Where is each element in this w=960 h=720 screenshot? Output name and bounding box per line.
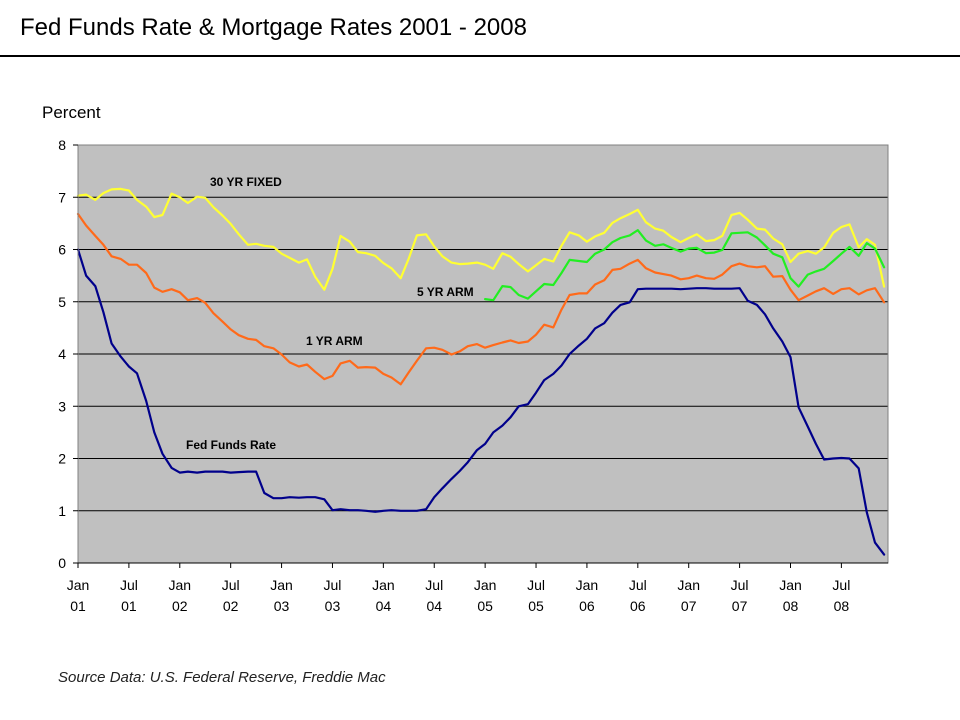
gridlines [78, 196, 888, 512]
label-5yr-arm: 5 YR ARM [417, 285, 474, 299]
y-tick-label: 3 [58, 398, 66, 414]
series-line-5-yr-arm [484, 229, 886, 302]
x-tick-label-year: 07 [732, 598, 748, 614]
y-tick-label: 7 [58, 189, 66, 205]
x-tick-label-month: Jul [527, 577, 545, 593]
y-tick-label: 4 [58, 346, 66, 362]
x-tick-label-month: Jul [324, 577, 342, 593]
title-divider [0, 55, 960, 57]
x-tick-label-year: 03 [325, 598, 341, 614]
y-tick-label: 1 [58, 503, 66, 519]
x-tick-label-year: 08 [834, 598, 850, 614]
x-tick-label-month: Jul [120, 577, 138, 593]
y-tick-label: 6 [58, 242, 66, 258]
chart-title: Fed Funds Rate & Mortgage Rates 2001 - 2… [20, 14, 527, 41]
y-tick-label: 5 [58, 294, 66, 310]
x-tick-label-month: Jul [731, 577, 749, 593]
label-fed-funds-rate: Fed Funds Rate [186, 438, 276, 452]
x-tick-label-month: Jan [474, 577, 497, 593]
x-tick-label-month: Jan [576, 577, 599, 593]
x-tick-label-month: Jul [629, 577, 647, 593]
y-axis-label: Percent [42, 103, 101, 122]
x-tick-label-year: 03 [274, 598, 290, 614]
label-1yr-arm: 1 YR ARM [306, 334, 363, 348]
series-line-1-yr-arm [76, 212, 886, 386]
x-tick-label-year: 05 [528, 598, 544, 614]
source-note: Source Data: U.S. Federal Reserve, Fredd… [58, 669, 386, 686]
x-tick-label-month: Jul [425, 577, 443, 593]
y-tick-label: 0 [58, 555, 66, 571]
x-tick-label-month: Jan [677, 577, 700, 593]
series-lines [76, 187, 886, 556]
x-tick-label-year: 05 [477, 598, 493, 614]
series-line-fed-funds-rate [76, 248, 886, 556]
x-tick-label-year: 06 [630, 598, 646, 614]
x-tick-label-month: Jul [832, 577, 850, 593]
x-tick-label-year: 04 [376, 598, 392, 614]
label-30yr-fixed: 30 YR FIXED [210, 175, 282, 189]
x-tick-label-month: Jan [168, 577, 191, 593]
y-tick-label: 8 [58, 137, 66, 153]
x-tick-label-year: 01 [121, 598, 137, 614]
x-tick-label-month: Jan [67, 577, 90, 593]
series-line-30-yr-fixed [76, 187, 886, 291]
x-tick-label-year: 07 [681, 598, 697, 614]
x-tick-label-year: 01 [70, 598, 86, 614]
x-tick-label-month: Jan [270, 577, 293, 593]
x-tick-label-year: 02 [172, 598, 188, 614]
x-tick-label-year: 02 [223, 598, 239, 614]
x-tick-label-year: 08 [783, 598, 799, 614]
x-tick-label-year: 06 [579, 598, 595, 614]
x-axis-ticks: Jan 01 Jul 01 Jan 02 Jul 02 Jan 03 Jul 03 Jan 04 Jul 04… [67, 562, 888, 614]
x-tick-label-year: 04 [426, 598, 442, 614]
x-tick-label-month: Jul [222, 577, 240, 593]
x-tick-label-month: Jan [372, 577, 395, 593]
x-tick-label-month: Jan [779, 577, 802, 593]
y-tick-label: 2 [58, 451, 66, 467]
y-axis-ticks: 0 1 2 3 4 5 6 7 8 [58, 137, 78, 571]
